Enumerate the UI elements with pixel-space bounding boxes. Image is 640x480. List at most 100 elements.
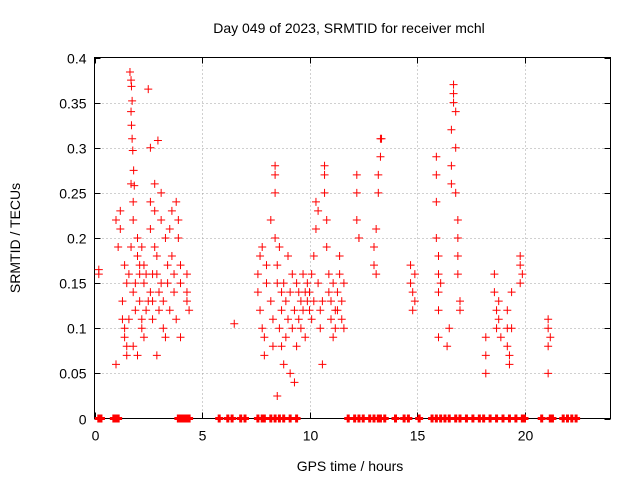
data-point-marker — [112, 215, 120, 224]
data-point-marker — [133, 234, 142, 242]
data-point-marker — [331, 324, 340, 333]
data-point-marker — [120, 333, 129, 342]
data-point-marker — [316, 324, 325, 333]
data-point-marker — [128, 96, 137, 105]
data-point-marker — [142, 306, 151, 315]
data-point-marker — [122, 279, 131, 288]
zero-value-marker — [292, 414, 301, 423]
x-tick-label: 10 — [303, 428, 319, 444]
data-point-marker — [286, 288, 295, 297]
y-tick-label: 0.15 — [59, 276, 86, 292]
data-point-marker — [544, 315, 553, 324]
y-tick-label: 0.35 — [59, 96, 86, 112]
data-point-marker — [165, 306, 174, 315]
data-point-marker — [273, 261, 282, 270]
y-tick-label: 0.05 — [59, 366, 86, 382]
axis-ticks — [94, 57, 611, 420]
data-point-marker — [268, 315, 277, 324]
data-point-marker — [518, 270, 527, 279]
data-point-marker — [329, 333, 338, 342]
data-point-marker — [133, 252, 142, 261]
data-point-marker — [174, 215, 183, 224]
data-point-marker — [185, 306, 194, 315]
data-point-marker — [271, 161, 280, 170]
data-point-marker — [266, 297, 275, 306]
zero-value-marker — [520, 414, 529, 423]
data-point-marker — [139, 279, 148, 288]
data-point-marker — [163, 279, 172, 288]
data-point-marker — [432, 234, 441, 242]
data-point-marker — [453, 234, 462, 242]
data-point-marker — [152, 270, 161, 279]
data-point-marker — [432, 197, 441, 206]
data-point-marker — [163, 261, 172, 270]
data-point-marker — [307, 270, 316, 279]
data-point-marker — [507, 288, 516, 297]
data-point-marker — [292, 342, 301, 351]
grid-lines — [94, 57, 611, 419]
data-point-marker — [286, 369, 295, 378]
data-point-marker — [262, 279, 271, 288]
data-point-marker — [124, 315, 133, 324]
y-axis-label: SRMTID / TECUs — [7, 183, 23, 293]
data-point-marker — [307, 315, 316, 324]
data-point-marker — [503, 306, 512, 315]
data-point-marker — [279, 279, 288, 288]
data-point-marker — [277, 306, 286, 315]
zero-value-marker — [114, 414, 123, 423]
data-point-marker — [352, 188, 361, 197]
data-point-marker — [256, 306, 265, 315]
data-point-marker — [125, 67, 134, 76]
data-point-marker — [410, 270, 419, 279]
data-point-marker — [128, 134, 137, 143]
y-tick-labels: 0 0.05 0.1 0.15 0.2 0.25 0.3 0.35 0.4 — [59, 51, 86, 428]
data-point-marker — [146, 197, 155, 206]
data-point-marker — [372, 270, 381, 279]
data-point-marker — [152, 351, 161, 360]
data-point-marker — [275, 243, 284, 252]
data-point-marker — [305, 288, 314, 297]
data-point-marker — [165, 224, 174, 233]
data-point-marker — [137, 243, 146, 252]
data-point-marker — [410, 297, 419, 306]
zero-value-marker — [537, 414, 546, 423]
data-point-marker — [260, 333, 269, 342]
y-tick-label: 0.4 — [67, 51, 87, 67]
data-point-marker — [170, 288, 179, 297]
zero-value-marker — [96, 414, 105, 423]
x-tick-labels: 0 5 10 15 20 — [92, 428, 534, 444]
zero-value-marker — [404, 414, 413, 423]
data-point-marker — [129, 342, 138, 351]
data-point-marker — [131, 279, 140, 288]
data-point-marker — [150, 179, 159, 188]
data-point-marker — [311, 197, 320, 206]
data-point-marker — [494, 315, 503, 324]
data-point-marker — [129, 215, 138, 224]
data-point-marker — [139, 333, 148, 342]
data-point-marker — [296, 324, 305, 333]
data-point-marker — [337, 297, 346, 306]
data-point-marker — [335, 252, 344, 261]
data-point-marker — [320, 170, 329, 179]
data-point-marker — [127, 179, 136, 188]
data-point-marker — [139, 261, 148, 270]
data-point-marker — [299, 270, 308, 279]
data-point-marker — [490, 288, 499, 297]
data-point-marker — [303, 279, 312, 288]
data-point-marker — [434, 333, 443, 342]
data-point-marker — [309, 252, 318, 261]
data-point-marker — [453, 270, 462, 279]
data-point-marker — [114, 243, 123, 252]
zero-value-marker — [228, 414, 237, 423]
data-point-marker — [153, 136, 162, 145]
zero-value-marker — [415, 414, 424, 423]
data-point-marker — [333, 288, 342, 297]
y-tick-label: 0.3 — [67, 141, 87, 157]
data-point-marker — [176, 333, 185, 342]
data-point-marker — [329, 279, 338, 288]
data-point-marker — [406, 261, 415, 270]
data-point-marker — [277, 342, 286, 351]
data-point-marker — [258, 243, 267, 252]
data-point-marker — [507, 324, 516, 333]
